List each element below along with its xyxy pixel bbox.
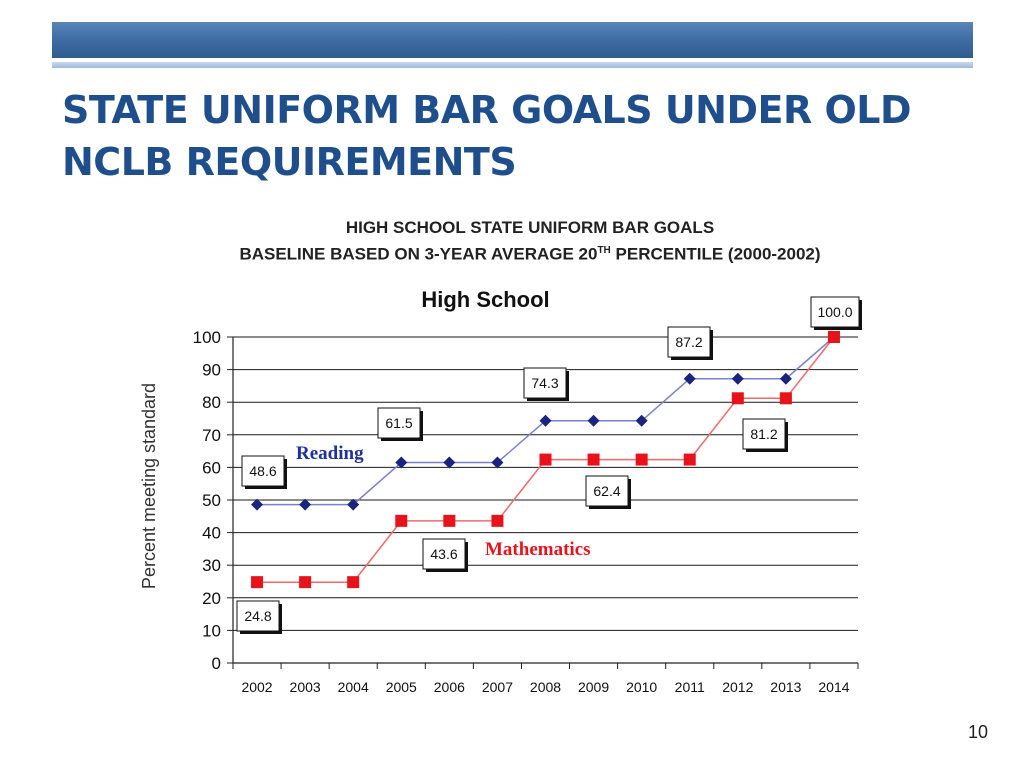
callout-label: 62.4 — [593, 483, 620, 499]
callout-box — [377, 407, 421, 439]
x-tick-label: 2012 — [722, 679, 753, 695]
callout-label: 61.5 — [385, 415, 412, 431]
y-tick-label: 60 — [202, 458, 221, 477]
slide-title-line-1: STATE UNIFORM BAR GOALS UNDER OLD — [62, 88, 912, 132]
callout-label: 43.6 — [430, 546, 457, 562]
y-tick-label: 70 — [202, 426, 221, 445]
x-tick-label: 2007 — [482, 679, 513, 695]
callout-box — [585, 475, 629, 507]
y-tick-label: 100 — [193, 328, 221, 347]
chart-heading-line-2-start: BASELINE BASED ON 3-YEAR AVERAGE 20 — [239, 244, 598, 264]
callout-box — [667, 326, 711, 358]
callout-label: 48.6 — [249, 463, 276, 479]
x-tick-label: 2010 — [626, 679, 657, 695]
mathematics-point — [395, 514, 408, 527]
reading-point — [443, 456, 456, 469]
y-tick-label: 30 — [202, 556, 221, 575]
reading-point — [731, 372, 744, 385]
x-tick-label: 2005 — [386, 679, 417, 695]
header-rule — [52, 62, 973, 68]
mathematics-point — [251, 576, 264, 589]
reading-point — [395, 456, 408, 469]
mathematics-point — [635, 453, 648, 466]
chart-heading: HIGH SCHOOL STATE UNIFORM BAR GOALS BASE… — [130, 216, 930, 266]
y-tick-label: 0 — [212, 654, 221, 673]
x-tick-label: 2008 — [530, 679, 561, 695]
mathematics-point — [779, 392, 792, 405]
x-tick-label: 2013 — [770, 679, 801, 695]
reading-point — [299, 498, 312, 511]
page-number: 10 — [967, 722, 988, 742]
reading-point — [251, 498, 264, 511]
y-tick-label: 80 — [202, 393, 221, 412]
slide-title: STATE UNIFORM BAR GOALS UNDER OLD NCLB R… — [62, 84, 962, 188]
callout-box — [241, 455, 285, 487]
x-tick-label: 2002 — [241, 679, 272, 695]
callout-box — [236, 600, 280, 632]
series-label-reading: Reading — [296, 443, 364, 464]
mathematics-point — [539, 453, 552, 466]
mathematics-point — [443, 514, 456, 527]
reading-point — [539, 414, 552, 427]
mathematics-point — [347, 576, 360, 589]
slide-title-line-2: NCLB REQUIREMENTS — [62, 140, 517, 184]
callout-box — [422, 538, 466, 570]
callout-box — [523, 367, 567, 399]
y-tick-label: 40 — [202, 524, 221, 543]
mathematics-point — [827, 331, 840, 343]
x-tick-label: 2003 — [290, 679, 321, 695]
reading-point — [635, 414, 648, 427]
callout-label: 24.8 — [244, 608, 271, 624]
x-tick-label: 2014 — [818, 679, 849, 695]
chart-heading-superscript: TH — [597, 245, 611, 256]
chart-heading-line-2: BASELINE BASED ON 3-YEAR AVERAGE 20TH PE… — [130, 239, 930, 266]
y-axis-label: Percent meeting standard — [139, 383, 159, 589]
reading-point — [491, 456, 504, 469]
reading-point — [587, 414, 600, 427]
callout-box — [810, 296, 860, 328]
callout-label: 74.3 — [531, 375, 558, 391]
y-tick-label: 90 — [202, 361, 221, 380]
x-tick-label: 2006 — [434, 679, 465, 695]
callout-label: 87.2 — [675, 334, 702, 350]
reading-point — [779, 372, 792, 385]
header-band — [52, 22, 973, 58]
y-tick-label: 20 — [202, 589, 221, 608]
chart-heading-line-2-end: PERCENTILE (2000-2002) — [610, 244, 821, 264]
callout-label: 100.0 — [817, 304, 852, 320]
x-tick-label: 2011 — [675, 679, 705, 695]
callout-box — [742, 418, 786, 450]
reading-point — [683, 372, 696, 385]
chart-title: High School — [421, 287, 549, 312]
callout-label: 81.2 — [750, 426, 777, 442]
y-tick-label: 50 — [202, 491, 221, 510]
x-tick-label: 2009 — [578, 679, 609, 695]
y-tick-label: 10 — [202, 621, 221, 640]
chart-heading-line-1: HIGH SCHOOL STATE UNIFORM BAR GOALS — [345, 218, 715, 237]
mathematics-point — [683, 453, 696, 466]
mathematics-point — [731, 392, 744, 405]
mathematics-point — [587, 453, 600, 466]
reading-point — [347, 498, 360, 511]
mathematics-point — [491, 514, 504, 527]
x-tick-label: 2004 — [338, 679, 369, 695]
mathematics-point — [299, 576, 312, 589]
series-label-mathematics: Mathematics — [485, 539, 591, 560]
